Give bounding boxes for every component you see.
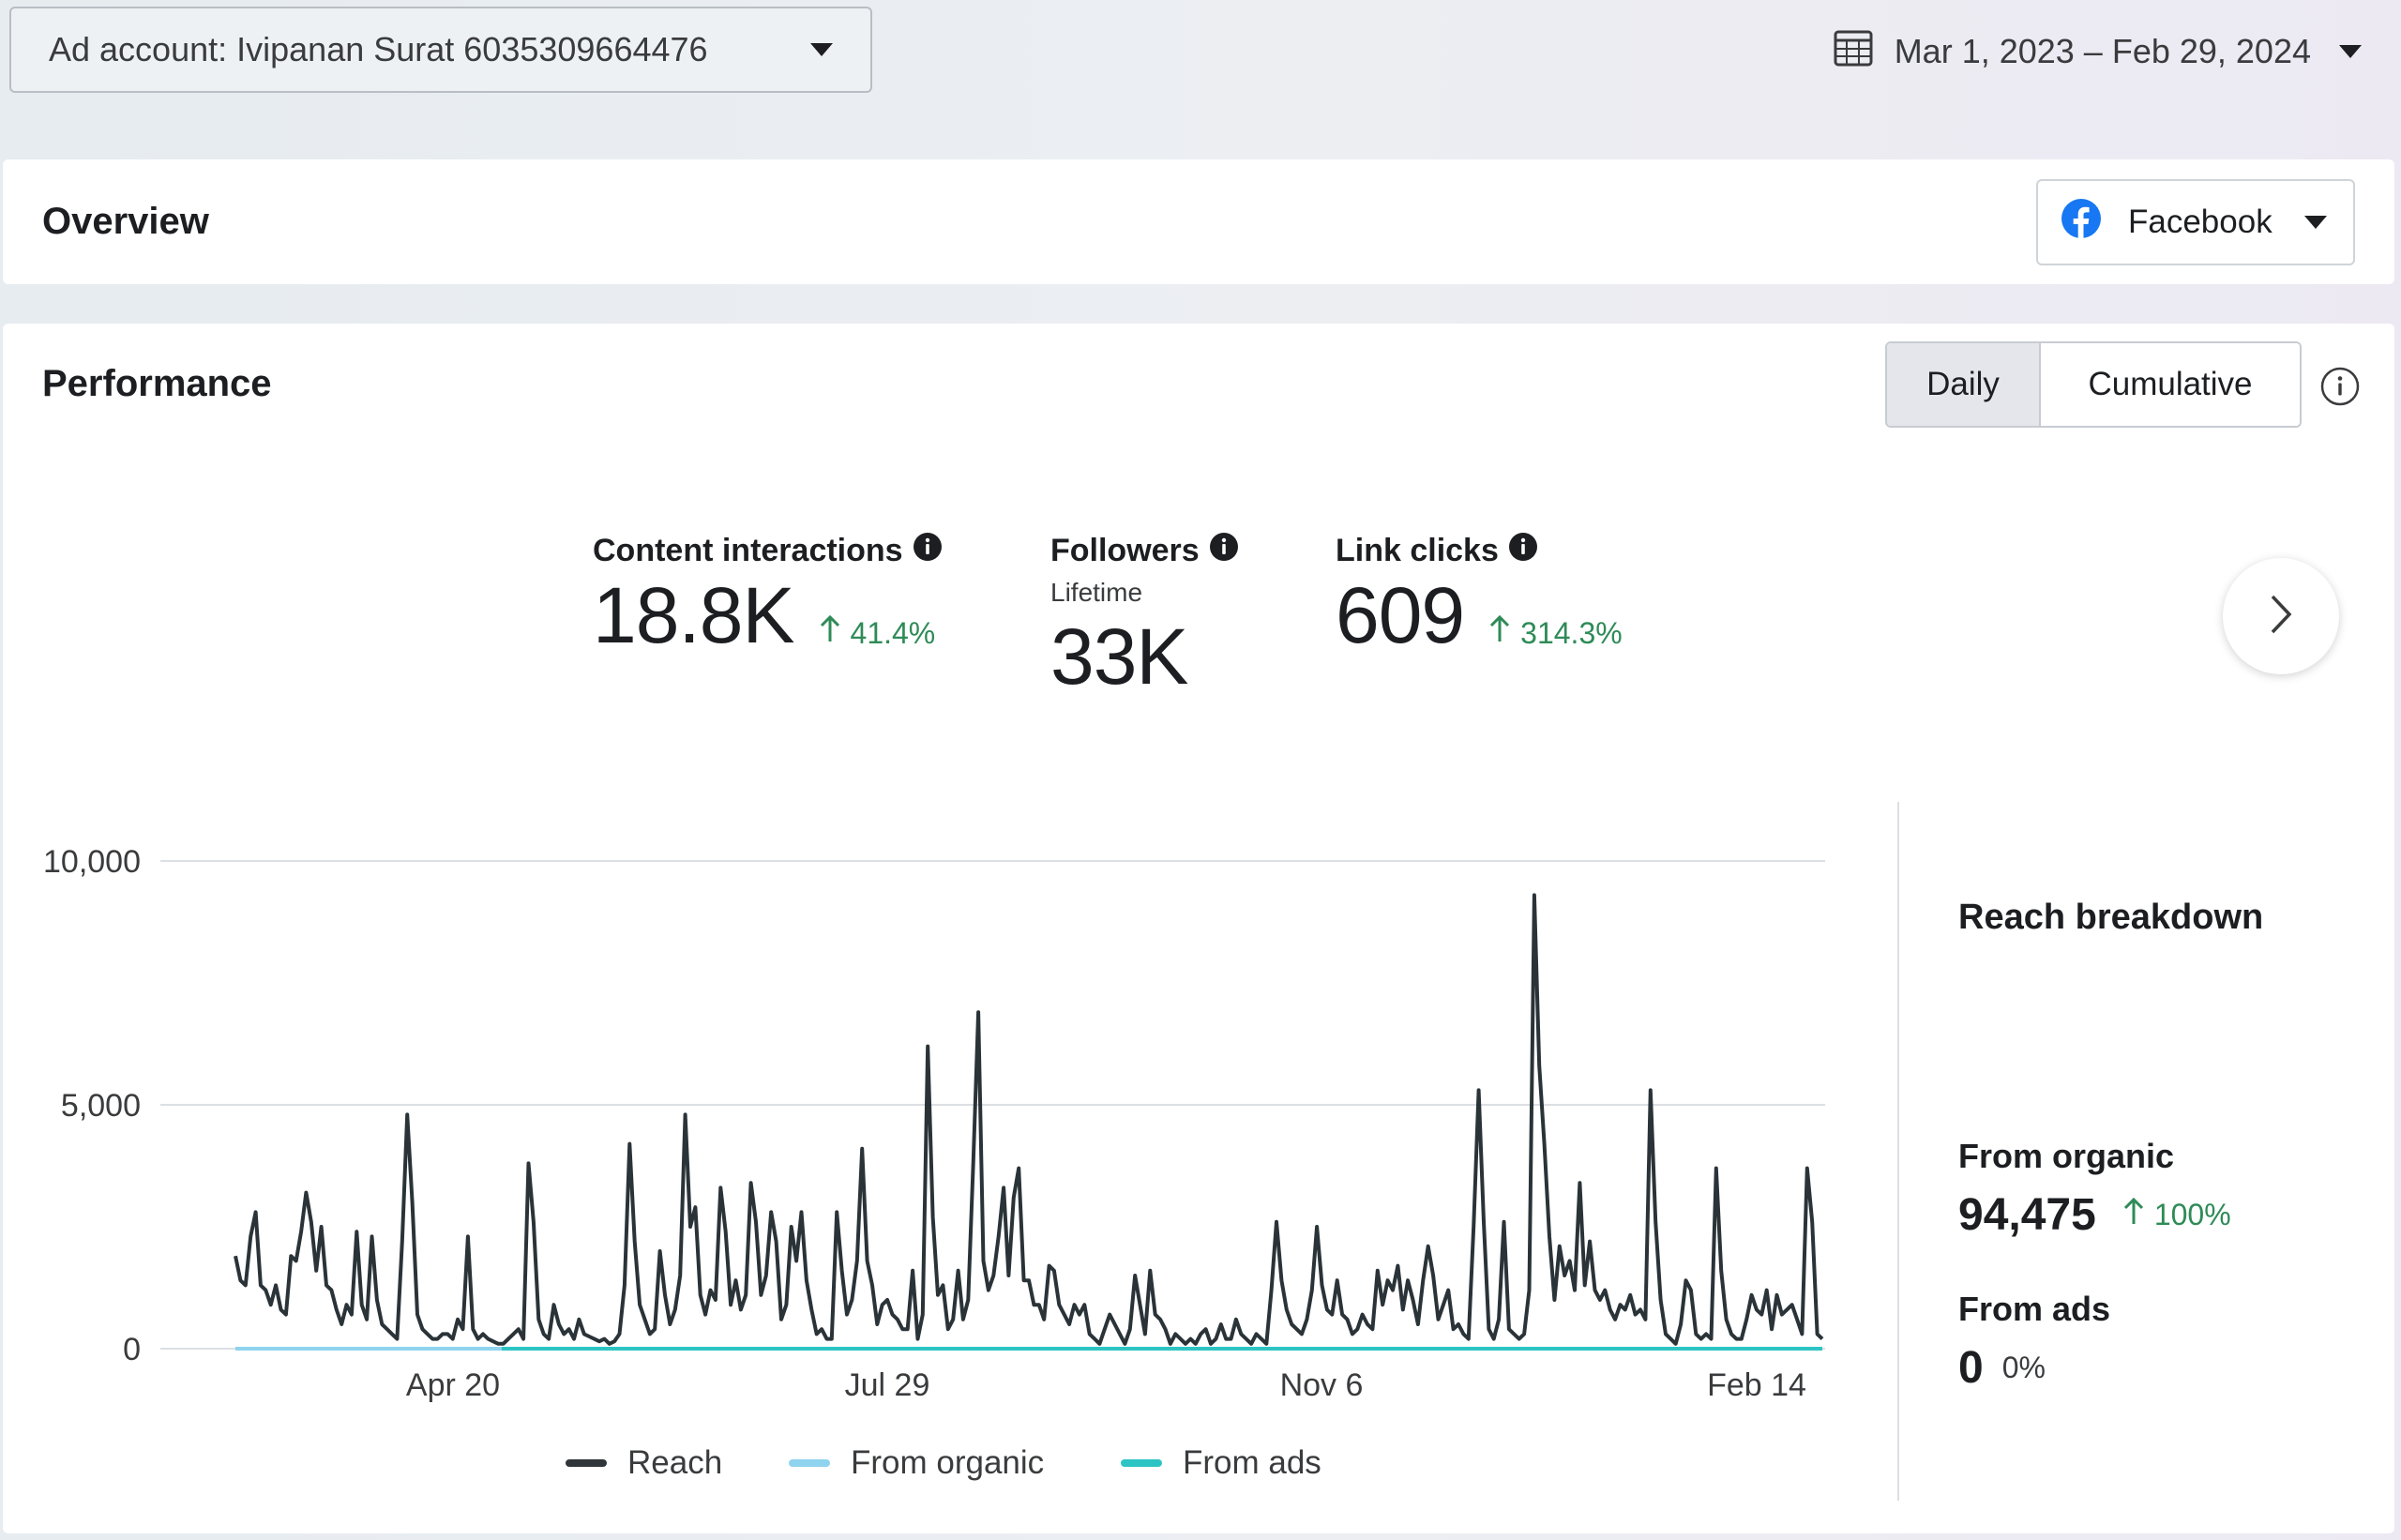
organic-value: 94,475 (1958, 1190, 2096, 1240)
y-tick-label: 0 (123, 1332, 141, 1367)
info-icon[interactable] (1209, 532, 1239, 570)
legend-label: From ads (1183, 1444, 1321, 1481)
x-tick-label: Apr 20 (406, 1367, 500, 1403)
ad-account-dropdown[interactable]: Ad account: Ivipanan Surat 6035309664476 (9, 7, 872, 93)
metric-label: Content interactions (593, 533, 903, 568)
ads-value: 0 (1958, 1343, 1984, 1393)
x-tick-label: Jul 29 (845, 1367, 930, 1403)
metric-label: Link clicks (1336, 533, 1499, 568)
overview-card: Overview Facebook (3, 159, 2394, 284)
reach-from-ads: From ads 0 0% (1958, 1290, 2110, 1394)
date-range-picker[interactable]: Mar 1, 2023 – Feb 29, 2024 (1833, 19, 2362, 84)
y-tick-label: 10,000 (43, 844, 141, 880)
date-range-label: Mar 1, 2023 – Feb 29, 2024 (1894, 32, 2311, 70)
metric-sublabel: Lifetime (1050, 578, 1143, 607)
legend-label: From organic (851, 1444, 1045, 1481)
arrow-up-icon (819, 614, 841, 651)
view-toggle: Daily Cumulative (1885, 341, 2302, 428)
reach-line-chart: 10,000 5,000 0 Apr 20 Jul 29 Nov 6 Feb 14 (43, 844, 1825, 1403)
metric-followers: Followers Lifetime 33K (1050, 532, 1239, 696)
organic-label: From organic (1958, 1137, 2175, 1175)
arrow-up-icon (2122, 1197, 2145, 1233)
overview-title: Overview (42, 201, 209, 242)
y-tick-label: 5,000 (61, 1088, 141, 1124)
metric-label: Followers (1050, 533, 1200, 568)
top-bar: Ad account: Ivipanan Surat 6035309664476… (0, 0, 2401, 158)
platform-label: Facebook (2128, 204, 2273, 240)
metric-delta-value: 41.4% (850, 615, 936, 650)
metric-content-interactions: Content interactions 18.8K 41.4% (593, 532, 943, 655)
ad-account-label: Ad account: Ivipanan Surat 6035309664476 (49, 30, 708, 68)
legend-reach: Reach (566, 1444, 722, 1482)
ads-pct: 0% (2001, 1351, 2046, 1384)
chevron-down-icon (2303, 216, 2327, 229)
info-icon[interactable] (913, 532, 943, 570)
legend-swatch (1121, 1459, 1162, 1467)
performance-title: Performance (42, 363, 272, 404)
metric-link-clicks: Link clicks 609 314.3% (1336, 532, 1623, 655)
chevron-right-icon (2267, 593, 2295, 641)
series-line-reach (234, 893, 1824, 1346)
organic-delta-value: 100% (2153, 1198, 2231, 1231)
metric-value: 609 (1336, 571, 1465, 659)
divider (1897, 802, 1899, 1501)
info-icon[interactable] (2319, 366, 2361, 412)
calendar-icon (1833, 27, 1874, 77)
reach-from-organic: From organic 94,475 100% (1958, 1137, 2231, 1241)
cumulative-toggle-button[interactable]: Cumulative (2041, 343, 2300, 426)
metric-delta: 41.4% (819, 614, 936, 651)
metric-value: 18.8K (593, 571, 795, 659)
metric-delta: 314.3% (1488, 614, 1623, 651)
legend-from-ads: From ads (1121, 1444, 1321, 1482)
chevron-down-icon (810, 43, 833, 56)
arrow-up-icon (1488, 614, 1511, 651)
legend-label: Reach (627, 1444, 723, 1481)
x-tick-label: Feb 14 (1707, 1367, 1806, 1403)
ads-label: From ads (1958, 1290, 2111, 1328)
x-tick-label: Nov 6 (1280, 1367, 1364, 1403)
legend-from-organic: From organic (789, 1444, 1044, 1482)
platform-dropdown[interactable]: Facebook (2036, 179, 2355, 265)
metric-delta-value: 314.3% (1520, 615, 1623, 650)
info-icon[interactable] (1508, 532, 1538, 570)
daily-toggle-button[interactable]: Daily (1887, 343, 2041, 426)
legend-swatch (789, 1459, 830, 1467)
facebook-icon (2061, 198, 2102, 248)
performance-card: Performance Daily Cumulative Content int… (3, 324, 2394, 1533)
legend-swatch (566, 1459, 607, 1467)
chevron-down-icon (2339, 45, 2362, 58)
organic-delta: 100% (2122, 1197, 2231, 1233)
metric-value: 33K (1050, 612, 1188, 701)
reach-breakdown-title: Reach breakdown (1958, 898, 2264, 937)
next-metrics-button[interactable] (2223, 558, 2339, 674)
